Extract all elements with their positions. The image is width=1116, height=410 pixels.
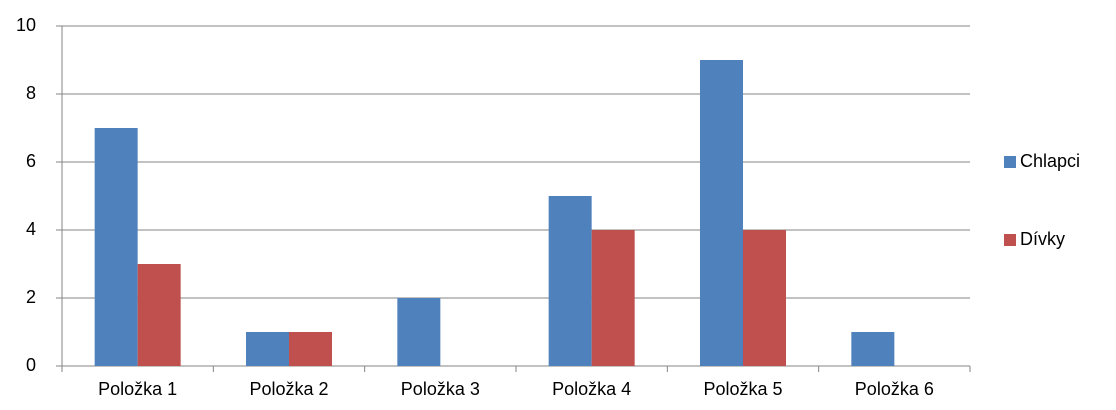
x-tick-label: Položka 4 (552, 379, 631, 399)
y-tick-label: 10 (16, 15, 36, 35)
bar (700, 60, 743, 366)
y-tick-label: 4 (26, 219, 36, 239)
bar (591, 230, 635, 366)
y-tick-label: 0 (26, 355, 36, 375)
bar (851, 332, 895, 366)
bar (94, 128, 138, 366)
bar (397, 298, 441, 366)
legend-swatch (1004, 234, 1016, 246)
legend-swatch (1004, 156, 1016, 168)
bar (246, 332, 289, 366)
bar (743, 230, 786, 366)
y-tick-label: 8 (26, 83, 36, 103)
bar (289, 332, 332, 366)
x-tick-label: Položka 3 (401, 379, 480, 399)
y-tick-label: 2 (26, 287, 36, 307)
x-tick-label: Položka 6 (855, 379, 934, 399)
bar (548, 196, 592, 366)
x-tick-label: Položka 1 (98, 379, 177, 399)
legend-label: Chlapci (1020, 151, 1080, 171)
bar (137, 264, 181, 366)
x-tick-label: Položka 2 (249, 379, 328, 399)
y-tick-label: 6 (26, 151, 36, 171)
x-tick-label: Položka 5 (703, 379, 782, 399)
legend-label: Dívky (1020, 229, 1065, 249)
